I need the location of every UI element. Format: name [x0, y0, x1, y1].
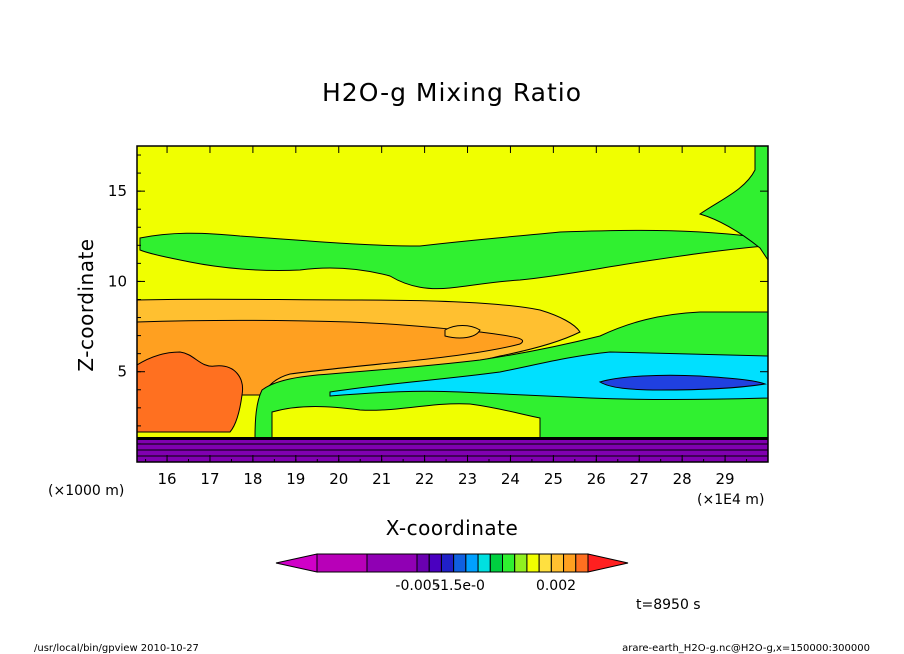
x-tick-label: 17: [200, 470, 219, 488]
boundary-line: [137, 437, 768, 440]
colorbar-cell: [538, 553, 552, 573]
x-unit-left: (×1000 m): [48, 483, 124, 499]
colorbar-cell: [489, 553, 503, 573]
colorbar-cell: [316, 553, 368, 573]
x-tick-label: 25: [544, 470, 563, 488]
colorbar-tick-label: -0.005: [395, 578, 440, 594]
y-tick-label: 10: [108, 272, 127, 290]
y-tick-label: 15: [108, 182, 127, 200]
y-axis: 5 10 15: [108, 154, 768, 445]
colorbar-cell: [502, 553, 516, 573]
colorbar-cell: [428, 553, 442, 573]
x-tick-label: 22: [415, 470, 434, 488]
x-tick-label: 26: [587, 470, 606, 488]
chart-title: H2O-g Mixing Ratio: [322, 78, 582, 107]
plot-area: [136, 145, 769, 463]
x-tick-label: 24: [501, 470, 520, 488]
colorbar-tick-label: -1.5e-0: [435, 578, 485, 594]
x-tick-label: 29: [716, 470, 735, 488]
x-unit-right: (×1E4 m): [697, 492, 764, 508]
footer-right: arare-earth_H2O-g.nc@H2O-g,x=150000:3000…: [622, 643, 870, 654]
colorbar-cell: [440, 553, 455, 573]
y-axis-label: Z-coordinate: [74, 238, 98, 371]
colorbar: [275, 553, 629, 573]
colorbar-cell: [465, 553, 479, 573]
colorbar-tick-label: 0.002: [536, 578, 576, 594]
plot-frame: [136, 145, 769, 463]
field-orange-patch: [444, 325, 481, 339]
colorbar-cell: [526, 553, 540, 573]
field-green-topright: [698, 146, 768, 261]
field-darkorange: [137, 351, 244, 433]
x-tick-label: 21: [372, 470, 391, 488]
colorbar-tick-labels: -0.005-1.5e-0 0.002: [395, 578, 576, 594]
time-label: t=8950 s: [636, 597, 701, 613]
colorbar-arrow-left: [275, 553, 318, 573]
x-tick-label: 19: [286, 470, 305, 488]
field-yellow-lower: [271, 403, 541, 439]
x-tick-label: 16: [158, 470, 177, 488]
colorbar-cell: [453, 553, 467, 573]
colorbar-cell: [563, 553, 577, 573]
colorbar-arrow-right: [587, 553, 629, 573]
field-green-upper: [139, 229, 765, 290]
colorbar-cell: [550, 553, 565, 573]
y-tick-label: 5: [117, 363, 127, 381]
footer-left: /usr/local/bin/gpview 2010-10-27: [34, 643, 199, 654]
x-tick-label: 20: [329, 470, 348, 488]
x-tick-label: 18: [243, 470, 262, 488]
x-axis-label: X-coordinate: [386, 516, 519, 540]
x-tick-label: 27: [630, 470, 649, 488]
colorbar-cell: [477, 553, 491, 573]
colorbar-cell: [514, 553, 528, 573]
field-purple-stripes: [137, 443, 768, 457]
colorbar-cell: [575, 553, 589, 573]
colorbar-cell: [416, 553, 430, 573]
x-tick-label: 23: [458, 470, 477, 488]
x-axis: 16 17 18 19 20 21 22 23 24 25 26 27 28 29: [145, 146, 748, 488]
colorbar-cell: [366, 553, 418, 573]
field-blue: [598, 374, 767, 391]
x-tick-label: 28: [673, 470, 692, 488]
